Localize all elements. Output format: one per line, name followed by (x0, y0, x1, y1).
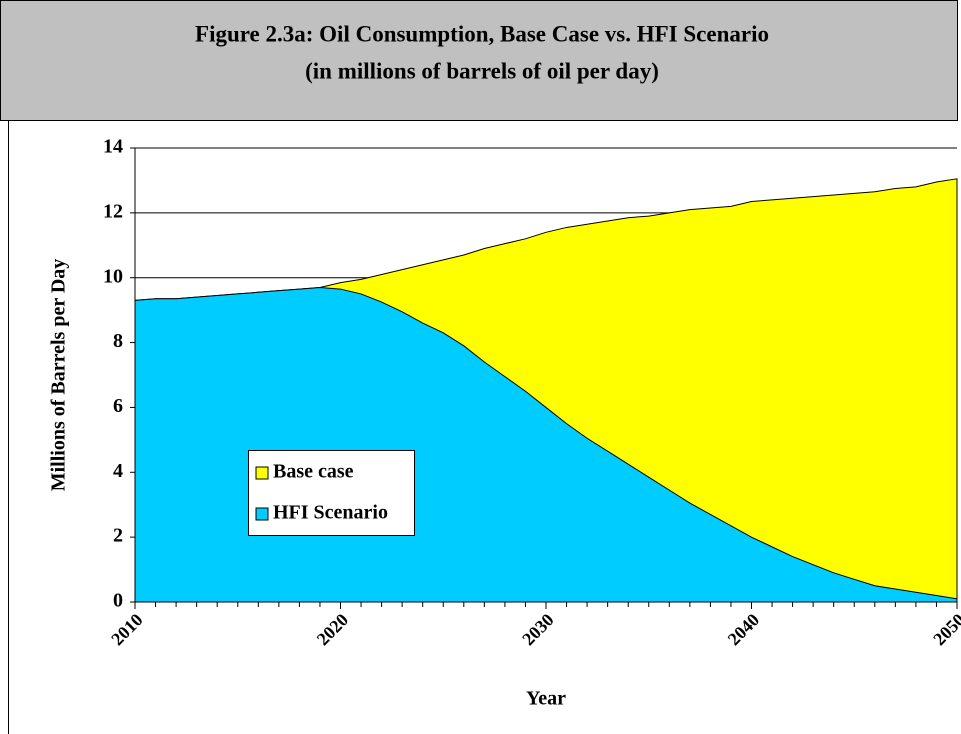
y-tick-label: 10 (103, 265, 123, 287)
legend-swatch (255, 466, 269, 480)
x-tick-label: 2030 (518, 610, 558, 650)
y-tick-label: 0 (113, 590, 123, 612)
chart-title: Figure 2.3a: Oil Consumption, Base Case … (195, 21, 769, 46)
title-box (0, 0, 958, 121)
x-tick-label: 2010 (107, 610, 147, 650)
legend-label: Base case (273, 461, 354, 483)
y-tick-label: 8 (113, 330, 123, 352)
y-tick-label: 6 (113, 395, 123, 417)
x-axis-label: Year (526, 688, 566, 710)
y-tick-label: 4 (113, 460, 123, 482)
y-tick-label: 14 (103, 136, 123, 158)
legend-box (248, 450, 415, 536)
y-tick-label: 2 (113, 525, 123, 547)
legend-label: HFI Scenario (273, 502, 388, 524)
x-tick-label: 2020 (313, 610, 353, 650)
y-axis-label: Millions of Barrels per Day (48, 259, 70, 492)
chart-subtitle: (in millions of barrels of oil per day) (305, 58, 659, 83)
y-tick-label: 12 (103, 200, 123, 222)
legend-swatch (255, 507, 269, 521)
x-tick-label: 2040 (724, 610, 764, 650)
x-tick-label: 2050 (929, 610, 961, 650)
